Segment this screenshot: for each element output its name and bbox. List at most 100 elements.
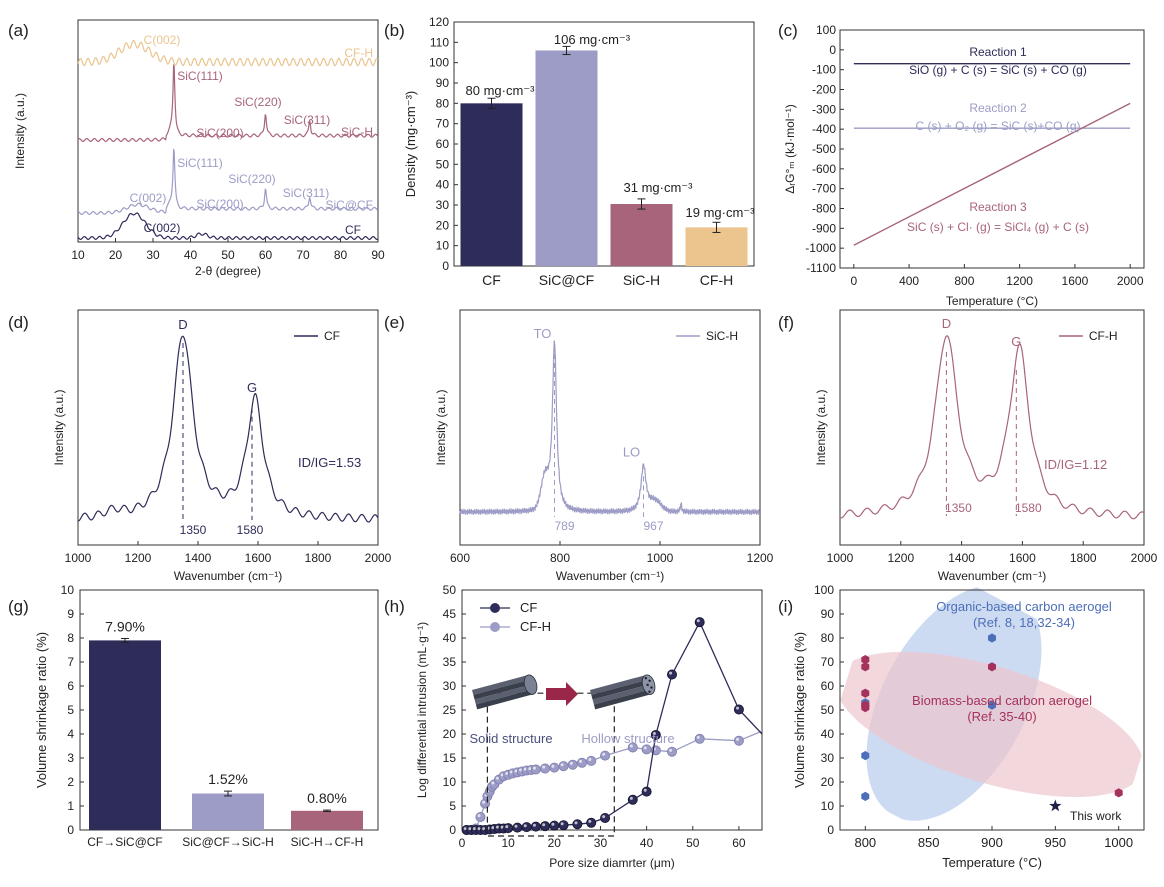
ratio-annotation: ID/IG=1.53: [298, 455, 361, 470]
point-highlight: [560, 822, 564, 826]
point-highlight: [496, 776, 500, 780]
y-tick-label: 20: [821, 775, 835, 789]
shrinkage-bar: [291, 810, 363, 830]
structure-stripe: [591, 679, 649, 700]
point-highlight: [629, 796, 633, 800]
reaction-equation: C (s) + O₂ (g) = SiC (s)+CO (g): [915, 119, 1080, 133]
point-highlight: [560, 763, 564, 767]
x-tick-label: 1400: [185, 551, 212, 565]
peak-label: D: [942, 316, 951, 331]
peak-position: 1350: [180, 523, 207, 537]
pore-hole: [644, 676, 648, 680]
point-highlight: [643, 788, 647, 792]
x-tick-label: 1800: [305, 551, 332, 565]
peak-label: C(002): [144, 221, 181, 235]
category-label: SiC-H→CF-H: [291, 835, 364, 849]
y-tick-label: 80: [821, 631, 835, 645]
raman-plot-frame: [77, 309, 379, 546]
y-tick-label: 0: [442, 259, 449, 273]
point-highlight: [472, 827, 476, 831]
point-highlight: [523, 767, 527, 771]
peak-label: SiC(200): [196, 126, 243, 140]
structure-stripe: [593, 689, 652, 710]
y-tick-label: -400: [812, 122, 836, 136]
x-tick-label: 60: [259, 248, 273, 262]
x-tick-label: 0: [850, 274, 857, 288]
structure-stripe: [473, 679, 531, 700]
x-tick-label: 50: [221, 248, 235, 262]
pore-point-cf: [512, 822, 523, 833]
point-highlight: [477, 814, 481, 818]
inset-label: Solid structure: [469, 731, 552, 746]
pore-point-cf: [586, 817, 597, 828]
y-axis-label: Density (mg·cm⁻³): [403, 91, 418, 198]
organic-label: (Ref. 8, 18,32-34): [973, 615, 1075, 630]
xrd-series-siccf: [77, 148, 379, 215]
pore-point-cf: [694, 617, 705, 628]
y-axis-label: Volume shrinkage ratio (%): [792, 632, 807, 788]
y-tick-label: 40: [436, 178, 450, 192]
point-highlight: [574, 821, 578, 825]
point-highlight: [468, 827, 472, 831]
point-highlight: [629, 744, 633, 748]
point-highlight: [500, 773, 504, 777]
panel-label: (g): [8, 597, 29, 616]
y-tick-label: -800: [812, 202, 836, 216]
point-highlight: [514, 824, 518, 828]
y-tick-label: 120: [429, 15, 449, 29]
y-tick-label: 40: [443, 631, 457, 645]
y-tick-label: 30: [821, 751, 835, 765]
point-highlight: [569, 761, 573, 765]
y-tick-label: 70: [821, 655, 835, 669]
y-tick-label: 35: [443, 655, 457, 669]
organic-data-point: [861, 751, 870, 761]
pore-point-cfh: [567, 759, 578, 770]
y-tick-label: 60: [821, 679, 835, 693]
point-highlight: [491, 826, 495, 830]
y-tick-label: 50: [443, 583, 457, 597]
panel-label: (e): [384, 313, 405, 332]
peak-label: C(002): [144, 33, 181, 47]
point-highlight: [496, 825, 500, 829]
y-tick-label: 100: [429, 56, 449, 70]
peak-position: 967: [643, 519, 663, 533]
peak-label: D: [178, 317, 187, 332]
x-tick-label: 1000: [1104, 835, 1133, 850]
legend-marker: [490, 622, 500, 632]
category-label: SiC-H: [623, 272, 660, 288]
y-axis-label: Log differential intrusion (mL·g⁻¹): [415, 622, 429, 798]
point-highlight: [482, 827, 486, 831]
point-highlight: [602, 752, 606, 756]
y-tick-label: 50: [436, 157, 450, 171]
y-tick-label: 0: [827, 823, 834, 837]
organic-data-point: [988, 633, 996, 643]
point-highlight: [736, 706, 740, 710]
density-bar-siccf: [535, 50, 598, 266]
peak-label: G: [1011, 334, 1021, 349]
pore-hole: [650, 686, 653, 689]
structure-stripe: [590, 674, 648, 695]
pore-point-cf: [572, 819, 583, 830]
x-tick-label: 800: [854, 835, 876, 850]
raman-spectrum: [839, 335, 1145, 520]
pore-point-cfh: [667, 746, 678, 757]
bar-value-label: 106 mg·cm⁻³: [554, 32, 631, 47]
series-label-sic-cf: SiC@CF: [325, 198, 373, 212]
biomass-data-point: [861, 655, 870, 665]
reaction-name: Reaction 1: [969, 45, 1027, 59]
pore-point-cfh: [558, 761, 569, 772]
category-label: CF: [482, 272, 501, 288]
x-tick-label: 950: [1044, 835, 1066, 850]
biomass-data-point: [861, 662, 870, 672]
panel-label: (c): [778, 21, 798, 40]
shrinkage-bar: [192, 793, 264, 830]
point-highlight: [696, 619, 700, 623]
y-tick-label: 45: [443, 607, 457, 621]
point-highlight: [532, 823, 536, 827]
panel-label: (b): [384, 21, 405, 40]
point-highlight: [514, 769, 518, 773]
y-tick-label: 3: [67, 751, 74, 765]
x-tick-label: 30: [594, 836, 608, 850]
x-tick-label: 10: [71, 248, 85, 262]
